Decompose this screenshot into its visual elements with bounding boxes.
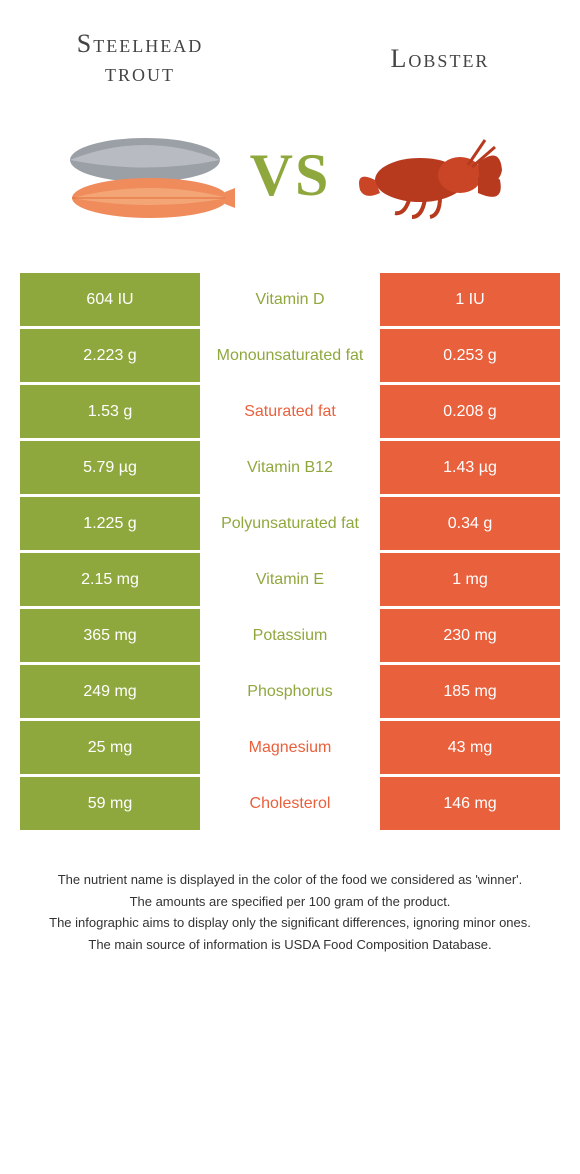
footer-line-3: The infographic aims to display only the…: [30, 913, 550, 933]
nutrient-name: Saturated fat: [200, 385, 380, 438]
left-value: 2.15 mg: [20, 553, 200, 606]
left-value: 59 mg: [20, 777, 200, 830]
right-food-title: Lobster: [340, 45, 540, 74]
table-row: 25 mgMagnesium43 mg: [20, 718, 560, 774]
right-value: 1.43 µg: [380, 441, 560, 494]
right-value: 0.253 g: [380, 329, 560, 382]
left-value: 1.53 g: [20, 385, 200, 438]
vs-row: VS: [0, 100, 580, 270]
right-value: 185 mg: [380, 665, 560, 718]
table-row: 59 mgCholesterol146 mg: [20, 774, 560, 830]
lobster-image: [340, 110, 520, 240]
right-value: 230 mg: [380, 609, 560, 662]
table-row: 1.225 gPolyunsaturated fat0.34 g: [20, 494, 560, 550]
nutrient-name: Vitamin B12: [200, 441, 380, 494]
table-row: 1.53 gSaturated fat0.208 g: [20, 382, 560, 438]
right-value: 0.208 g: [380, 385, 560, 438]
left-value: 604 IU: [20, 273, 200, 326]
nutrient-name: Potassium: [200, 609, 380, 662]
trout-image: [60, 110, 240, 240]
right-value: 1 mg: [380, 553, 560, 606]
lobster-icon: [350, 115, 510, 235]
right-value: 43 mg: [380, 721, 560, 774]
left-value: 25 mg: [20, 721, 200, 774]
right-value: 1 IU: [380, 273, 560, 326]
footer-line-2: The amounts are specified per 100 gram o…: [30, 892, 550, 912]
table-row: 5.79 µgVitamin B121.43 µg: [20, 438, 560, 494]
left-food-title: Steelhead trout: [40, 30, 240, 87]
table-row: 2.223 gMonounsaturated fat0.253 g: [20, 326, 560, 382]
left-value: 5.79 µg: [20, 441, 200, 494]
footer-line-4: The main source of information is USDA F…: [30, 935, 550, 955]
right-value: 0.34 g: [380, 497, 560, 550]
left-value: 1.225 g: [20, 497, 200, 550]
footer-line-1: The nutrient name is displayed in the co…: [30, 870, 550, 890]
table-row: 249 mgPhosphorus185 mg: [20, 662, 560, 718]
left-value: 249 mg: [20, 665, 200, 718]
nutrient-name: Vitamin D: [200, 273, 380, 326]
nutrient-name: Cholesterol: [200, 777, 380, 830]
left-value: 365 mg: [20, 609, 200, 662]
vs-label: VS: [250, 141, 331, 210]
nutrient-name: Phosphorus: [200, 665, 380, 718]
nutrient-name: Magnesium: [200, 721, 380, 774]
right-value: 146 mg: [380, 777, 560, 830]
left-value: 2.223 g: [20, 329, 200, 382]
table-row: 365 mgPotassium230 mg: [20, 606, 560, 662]
nutrient-name: Vitamin E: [200, 553, 380, 606]
nutrient-name: Monounsaturated fat: [200, 329, 380, 382]
header: Steelhead trout Lobster: [0, 0, 580, 100]
table-row: 2.15 mgVitamin E1 mg: [20, 550, 560, 606]
trout-icon: [65, 120, 235, 230]
nutrient-name: Polyunsaturated fat: [200, 497, 380, 550]
comparison-table: 604 IUVitamin D1 IU2.223 gMonounsaturate…: [20, 270, 560, 830]
table-row: 604 IUVitamin D1 IU: [20, 270, 560, 326]
footer-notes: The nutrient name is displayed in the co…: [30, 870, 550, 954]
